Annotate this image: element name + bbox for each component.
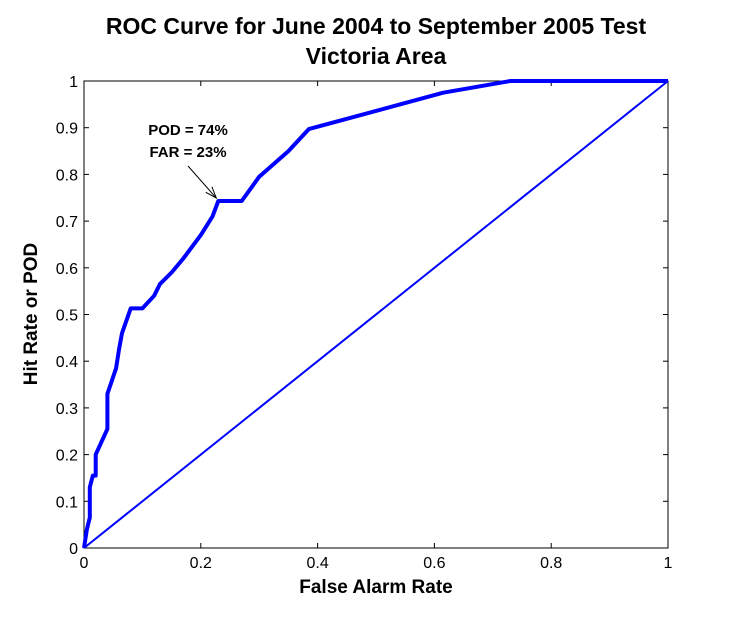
- x-tick-label: 0.2: [190, 555, 212, 572]
- y-tick-label: 1: [69, 74, 78, 91]
- y-tick-label: 0: [69, 541, 78, 558]
- y-tick-label: 0.6: [56, 261, 78, 278]
- y-tick-label: 0.1: [56, 494, 78, 511]
- y-tick-label: 0.4: [56, 354, 78, 371]
- chart-title: ROC Curve for June 2004 to September 200…: [106, 13, 647, 39]
- x-tick-label: 1: [664, 555, 673, 572]
- annotation-arrowhead: [205, 186, 218, 200]
- x-axis-ticks: 0 0.2 0.4 0.6 0.8 1: [80, 81, 673, 572]
- annotation-arrow: [187, 165, 217, 199]
- y-tick-label: 0.3: [56, 401, 78, 418]
- y-tick-label: 0.8: [56, 167, 78, 184]
- y-tick-label: 0.7: [56, 214, 78, 231]
- annotation-text: FAR = 23%: [149, 144, 226, 161]
- y-tick-label: 0.9: [56, 121, 78, 138]
- x-tick-label: 0.6: [423, 555, 445, 572]
- chart-subtitle: Victoria Area: [306, 43, 447, 69]
- series-layer: [82, 79, 669, 549]
- annotation-layer: POD = 74% FAR = 23%: [148, 122, 228, 200]
- x-tick-label: 0.8: [540, 555, 562, 572]
- roc-curve-line: [82, 79, 668, 549]
- y-tick-label: 0.5: [56, 308, 78, 325]
- annotation-text: POD = 74%: [148, 122, 228, 139]
- y-axis-label: Hit Rate or POD: [21, 243, 42, 386]
- x-tick-label: 0: [80, 555, 89, 572]
- x-tick-label: 0.4: [306, 555, 328, 572]
- y-axis-ticks: 0 0.1 0.2 0.3 0.4 0.5 0.6 0.7 0.8 0.9 1: [56, 74, 668, 558]
- x-axis-label: False Alarm Rate: [299, 577, 452, 598]
- y-tick-label: 0.2: [56, 448, 78, 465]
- reference-diagonal-line: [83, 80, 669, 549]
